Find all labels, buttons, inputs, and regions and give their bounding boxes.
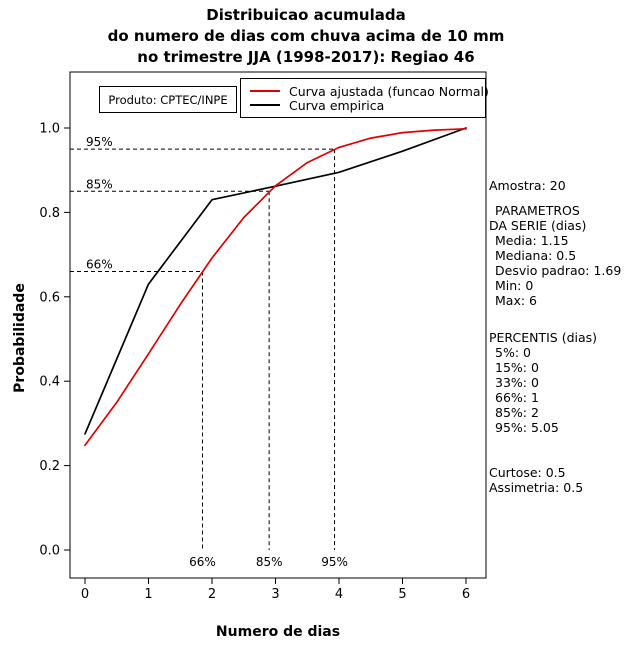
svg-text:95%: 95% [86,135,113,149]
svg-text:0.6: 0.6 [39,290,60,305]
chart-title: Distribuicao acumulada do numero de dias… [0,5,612,68]
svg-text:0.0: 0.0 [39,544,60,559]
empirical-curve-swatch [250,104,280,106]
svg-text:85%: 85% [86,177,113,191]
param-mediana: Mediana: 0.5 [495,248,577,263]
chart-title-line1: Distribuicao acumulada [206,6,406,24]
svg-text:3: 3 [271,587,279,602]
svg-text:1.0: 1.0 [39,122,60,137]
y-axis-title: Probabilidade [12,283,28,393]
param-media: Media: 1.15 [495,233,569,248]
percentil-85: 85%: 2 [495,405,539,420]
svg-text:66%: 66% [189,555,216,569]
x-axis-title: Numero de dias [215,624,341,640]
stats-panel: Amostra: 20 PARAMETROS DA SERIE (dias) M… [489,178,639,495]
sample-size: Amostra: 20 [489,178,566,193]
percentis-header: PERCENTIS (dias) [489,330,598,345]
legend-item-empirical: Curva empirica [250,97,476,113]
percentil-5: 5%: 0 [495,345,531,360]
percentil-33: 33%: 0 [495,375,539,390]
assimetria: Assimetria: 0.5 [489,480,584,495]
svg-text:0.2: 0.2 [39,459,60,474]
chart-title-line3: no trimestre JJA (1998-2017): Regiao 46 [137,48,475,66]
svg-text:95%: 95% [321,555,348,569]
percentil-15: 15%: 0 [495,360,539,375]
fitted-curve-swatch [250,90,280,92]
legend-item-fitted: Curva ajustada (funcao Normal) [250,84,489,99]
percentil-95: 95%: 5.05 [495,420,559,435]
svg-text:0.4: 0.4 [39,375,60,390]
chart-title-line2: do numero de dias com chuva acima de 10 … [107,27,505,45]
empirical-curve-label: Curva empirica [289,97,385,113]
percentil-66: 66%: 1 [495,390,539,405]
svg-text:5: 5 [398,587,406,602]
params-header-line2: DA SERIE (dias) [489,218,587,233]
svg-text:6: 6 [462,587,470,602]
param-max: Max: 6 [495,293,537,308]
fitted-curve-label: Curva ajustada (funcao Normal) [289,83,489,99]
curtose: Curtose: 0.5 [489,465,566,480]
svg-text:0.8: 0.8 [39,206,60,221]
svg-text:1: 1 [144,587,152,602]
product-info-box: Produto: CPTEC/INPE [99,86,237,113]
svg-text:0: 0 [81,587,89,602]
param-min: Min: 0 [495,278,534,293]
svg-text:2: 2 [208,587,216,602]
param-desvio: Desvio padrao: 1.69 [495,263,622,278]
legend: Curva ajustada (funcao Normal) Curva emp… [240,78,489,118]
product-label: Produto: CPTEC/INPE [108,92,228,107]
svg-text:4: 4 [335,587,343,602]
params-header-line1: PARAMETROS [495,203,580,218]
svg-text:66%: 66% [86,257,113,271]
svg-text:85%: 85% [256,555,283,569]
